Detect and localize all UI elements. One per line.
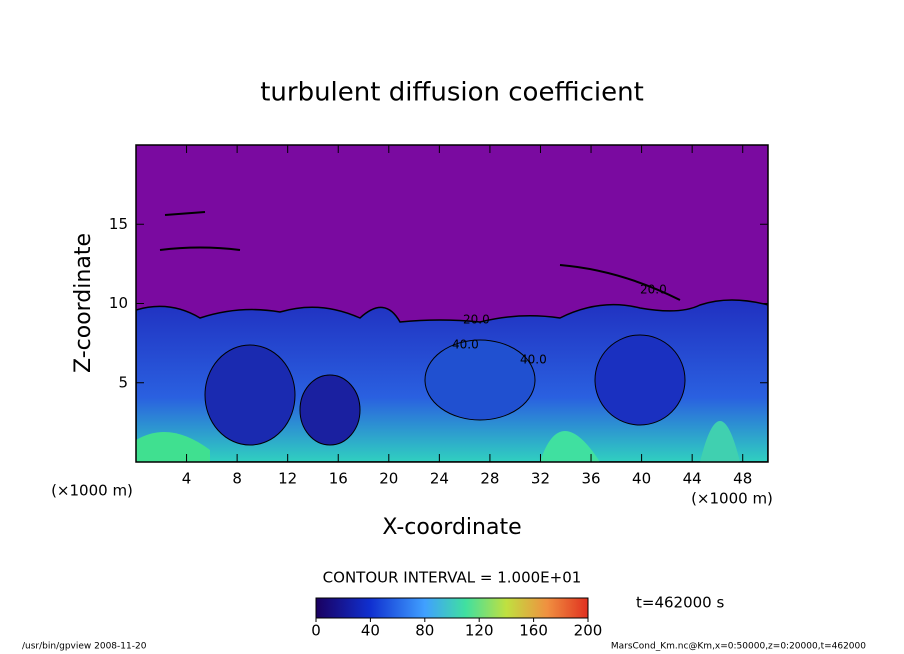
y-tick-label: 15 — [109, 215, 128, 233]
colorbar-tick-label: 160 — [519, 622, 548, 640]
footer-left: /usr/bin/gpview 2008-11-20 — [22, 642, 147, 652]
y-tick-label: 5 — [118, 373, 128, 391]
contour-label: 40.0 — [452, 338, 479, 352]
x-tick-label: 12 — [278, 470, 297, 488]
x-tick-label: 44 — [683, 470, 702, 488]
x-tick-label: 8 — [232, 470, 242, 488]
x-unit-label: (×1000 m) — [51, 482, 133, 500]
contour-interval: CONTOUR INTERVAL = 1.000E+01 — [323, 569, 582, 587]
x-tick-label: 20 — [379, 470, 398, 488]
x-tick-label: 24 — [430, 470, 449, 488]
chart-title: turbulent diffusion coefficient — [260, 78, 644, 108]
contour-label: 40.0 — [520, 353, 547, 367]
y-tick-label: 10 — [109, 294, 128, 312]
colorbar — [315, 597, 589, 619]
colorbar-tick-label: 0 — [311, 622, 321, 640]
x-tick-label: 48 — [733, 470, 752, 488]
contour-label: 20.0 — [463, 313, 490, 327]
colorbar-tick-label: 120 — [465, 622, 494, 640]
colorbar-tick-label: 80 — [415, 622, 434, 640]
x-tick-label: 16 — [329, 470, 348, 488]
time-label: t=462000 s — [636, 594, 724, 612]
contour-field — [136, 145, 768, 462]
x-tick-label: 32 — [531, 470, 550, 488]
colorbar-tick-label: 40 — [361, 622, 380, 640]
x-tick-label: 36 — [581, 470, 600, 488]
y-axis-label: Z-coordinate — [71, 233, 96, 373]
x-axis-label: X-coordinate — [382, 515, 521, 540]
x-tick-label: 40 — [632, 470, 651, 488]
x-tick-label: 28 — [480, 470, 499, 488]
y-unit-label: (×1000 m) — [691, 490, 773, 508]
x-tick-label: 4 — [182, 470, 192, 488]
contour-label: 20.0 — [640, 283, 667, 297]
colorbar-tick-label: 200 — [574, 622, 603, 640]
footer-right: MarsCond_Km.nc@Km,x=0:50000,z=0:20000,t=… — [611, 642, 866, 652]
